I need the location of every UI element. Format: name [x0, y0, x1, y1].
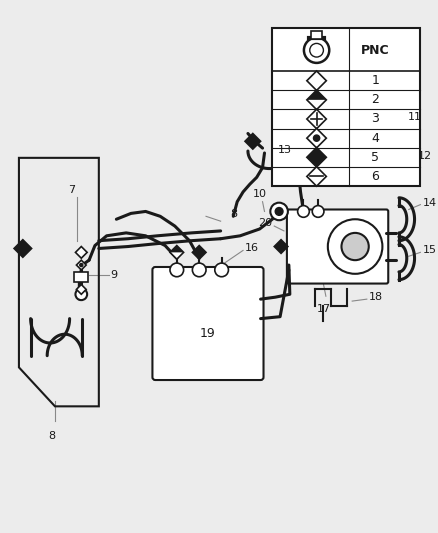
- Circle shape: [303, 160, 314, 172]
- Polygon shape: [170, 246, 184, 252]
- Circle shape: [270, 203, 288, 220]
- Polygon shape: [307, 109, 326, 129]
- Polygon shape: [307, 128, 326, 148]
- Text: 11: 11: [408, 112, 422, 122]
- Circle shape: [382, 154, 396, 167]
- Text: 20: 20: [258, 218, 272, 228]
- Polygon shape: [307, 71, 326, 91]
- Circle shape: [314, 135, 320, 141]
- Polygon shape: [307, 167, 326, 186]
- Text: 3: 3: [371, 112, 379, 125]
- Circle shape: [298, 206, 309, 217]
- Polygon shape: [76, 260, 86, 270]
- Text: 14: 14: [422, 198, 437, 208]
- Text: 2: 2: [371, 93, 379, 107]
- Circle shape: [312, 206, 324, 217]
- Text: 8: 8: [230, 209, 237, 220]
- Text: 5: 5: [371, 151, 379, 164]
- FancyBboxPatch shape: [152, 267, 264, 380]
- Text: 16: 16: [245, 244, 259, 254]
- Circle shape: [275, 207, 283, 215]
- Circle shape: [75, 288, 87, 300]
- Bar: [311, 31, 322, 38]
- Text: 6: 6: [371, 170, 379, 183]
- Polygon shape: [170, 246, 184, 259]
- Bar: [272, 28, 420, 186]
- Text: 19: 19: [200, 327, 216, 340]
- Circle shape: [80, 263, 83, 266]
- Circle shape: [170, 263, 184, 277]
- Text: 15: 15: [422, 245, 436, 255]
- Text: 7: 7: [68, 185, 75, 195]
- Polygon shape: [75, 247, 87, 258]
- Text: PNC: PNC: [361, 44, 390, 56]
- Circle shape: [192, 263, 206, 277]
- Text: 18: 18: [369, 292, 383, 302]
- Circle shape: [215, 263, 229, 277]
- FancyBboxPatch shape: [287, 209, 388, 284]
- Text: 13: 13: [278, 145, 292, 155]
- Polygon shape: [307, 90, 326, 100]
- Circle shape: [328, 219, 382, 274]
- Polygon shape: [307, 90, 326, 110]
- Polygon shape: [14, 240, 32, 257]
- Polygon shape: [245, 133, 261, 149]
- Text: 9: 9: [110, 270, 118, 280]
- Text: 12: 12: [417, 151, 431, 161]
- Polygon shape: [274, 240, 288, 253]
- Text: 1: 1: [371, 74, 379, 87]
- Circle shape: [342, 233, 369, 260]
- Text: 10: 10: [253, 189, 267, 199]
- Text: 4: 4: [371, 132, 379, 144]
- Bar: [74, 272, 88, 281]
- Polygon shape: [76, 285, 86, 294]
- Text: 17: 17: [317, 304, 331, 314]
- Polygon shape: [307, 148, 326, 167]
- Text: 8: 8: [49, 431, 56, 441]
- Polygon shape: [192, 246, 206, 259]
